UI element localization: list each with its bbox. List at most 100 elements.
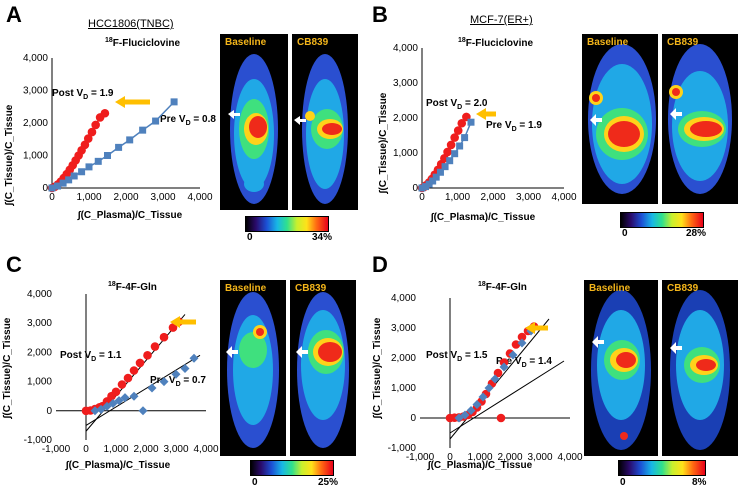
pre-data-point [432,173,440,181]
post-data-point [496,413,506,423]
pre-data-point [102,401,112,411]
scatter-plot-d: 18F-4F-Gln ∫(C_Tissue)/C_Tissue ∫(C_Plas… [372,281,583,471]
highlight-arrow-head [115,96,125,108]
pre-data-point [65,176,73,184]
pre-data-point [446,157,454,165]
y-tick-label: 4,000 [391,293,416,304]
x-tick-label: 3,000 [516,192,541,203]
post-data-point [87,127,97,137]
x-tick-label: 0 [83,444,89,455]
pre-data-point [425,180,433,188]
color-scale-bar [618,460,706,476]
y-tick-label: 3,000 [23,86,48,97]
post-data-point [493,368,503,378]
x-tick-label: 1,000 [467,452,492,463]
panel-letter: B [372,2,388,27]
image-label-cb839: CB839 [295,283,327,294]
post-data-point [159,332,169,342]
y-tick-label: 1,000 [391,383,416,394]
y-axis-label: ∫(C_Tissue)/C_Tissue [4,104,15,206]
pet-image-baseline: Baseline [220,34,288,210]
pet-scan-render [588,44,656,194]
x-tick-label: 3,000 [527,452,552,463]
scatter-plot-a: 18F-Fluciclovine ∫(C_Tissue)/C_Tissue ∫(… [4,37,216,221]
pre-data-point [171,369,181,379]
pre-data-point [467,118,475,126]
y-tick-label: -1,000 [24,435,53,446]
plot-title: 18F-Fluciclovine [105,37,180,49]
pre-data-point [126,136,134,144]
pre-vd-label: Pre VD = 1.9 [486,120,542,133]
x-axis-label: ∫(C_Plasma)/C_Tissue [427,460,533,471]
y-tick-label: 3,000 [393,78,418,89]
pre-fit-line [449,360,565,434]
y-tick-label: 0 [42,183,48,194]
y-tick-label: 3,000 [391,323,416,334]
pre-data-point [159,377,169,387]
highlight-arrow-head [476,108,486,120]
post-data-point [143,351,152,360]
pet-image-baseline: Baseline [584,280,658,456]
image-label-cb839: CB839 [667,283,699,294]
panel-letter: C [6,252,22,277]
pet-image-cb839: CB839 [290,280,356,456]
x-tick-label: 0 [419,192,425,203]
image-label-baseline: Baseline [587,37,629,48]
x-tick-label: 4,000 [193,444,218,455]
pre-data-point [478,392,488,402]
scale-max-label: 25% [318,477,339,488]
scale-min-label: 0 [252,477,258,488]
y-tick-label: -1,000 [388,443,417,454]
y-tick-label: 1,000 [27,377,52,388]
pre-data-point [508,350,518,360]
image-label-cb839: CB839 [297,37,329,48]
plot-title: 18F-Fluciclovine [458,37,533,49]
pet-scan-render [226,292,279,448]
post-data-point [168,323,178,332]
pre-data-point [90,406,100,416]
x-tick-label: 4,000 [551,192,576,203]
x-tick-label: -1,000 [406,452,435,463]
y-tick-label: 3,000 [27,318,52,329]
pre-data-point [499,362,509,372]
image-label-baseline: Baseline [225,283,267,294]
pre-data-point [490,374,500,384]
pre-data-point [48,184,56,192]
x-tick-label: 3,000 [163,444,188,455]
pet-scan-render [591,290,651,450]
highlight-arrow-head [525,322,535,334]
y-tick-label: 2,000 [23,118,48,129]
pre-data-point [138,406,148,416]
x-axis-label: ∫(C_Plasma)/C_Tissue [65,460,171,471]
x-tick-label: 3,000 [150,192,175,203]
pre-data-point [472,400,482,409]
pre-fit-line [85,354,201,426]
pre-data-point [139,126,147,134]
x-tick-label: 2,000 [497,452,522,463]
pre-data-point [460,410,470,420]
pre-data-point [54,182,62,190]
x-tick-label: 1,000 [445,192,470,203]
post-data-point [123,373,133,383]
scale-max-label: 34% [312,232,333,243]
post-data-point [117,380,127,389]
post-data-point [129,366,139,375]
pre-data-point [436,168,444,176]
pre-data-point [147,383,157,393]
pet-image-baseline: Baseline [220,280,286,456]
y-tick-label: 0 [46,406,52,417]
pre-data-point [422,183,430,191]
x-tick-label: 2,000 [480,192,505,203]
panel-title: MCF-7(ER+) [470,14,533,26]
pre-data-point [59,179,67,187]
pre-vd-label: Pre VD = 1.4 [496,356,552,369]
pet-image-cb839: CB839 [292,34,358,210]
y-tick-label: 2,000 [391,353,416,364]
pre-data-point [104,152,111,159]
plot-title: 18F-4F-Gln [108,281,157,293]
pre-data-point [152,117,160,125]
x-tick-label: 0 [447,452,453,463]
post-data-point [517,332,527,342]
pre-data-point [429,177,437,185]
pre-data-point [189,353,199,363]
